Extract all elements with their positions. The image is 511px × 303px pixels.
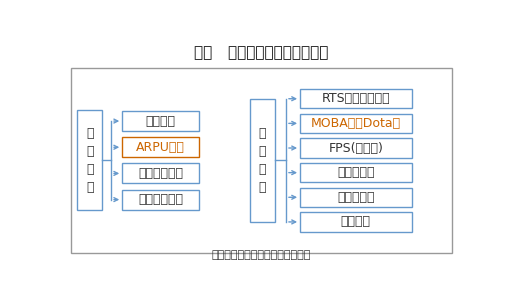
Text: 图表   电子竞技定义及主要类型: 图表 电子竞技定义及主要类型 <box>194 45 329 61</box>
Bar <box>122 111 199 131</box>
Bar <box>300 188 412 207</box>
Bar <box>300 138 412 158</box>
Bar <box>300 114 412 133</box>
Text: 体育竞技类: 体育竞技类 <box>337 191 375 204</box>
Text: 赢家通吃: 赢家通吃 <box>146 115 176 128</box>
Bar <box>300 212 412 231</box>
Text: 媒体关注度高: 媒体关注度高 <box>138 193 183 206</box>
Text: 玩家基础广泛: 玩家基础广泛 <box>138 167 183 180</box>
Text: 资料来源：中投顾问产业研究中心: 资料来源：中投顾问产业研究中心 <box>212 251 311 261</box>
Bar <box>72 68 452 253</box>
Text: RTS（即时战略）: RTS（即时战略） <box>321 92 390 105</box>
Text: ARPU值低: ARPU值低 <box>136 141 185 154</box>
Text: 主
要
特
征: 主 要 特 征 <box>86 127 94 194</box>
Text: 其他类型: 其他类型 <box>341 215 371 228</box>
Bar <box>122 190 199 210</box>
Bar <box>250 99 274 222</box>
Bar <box>122 137 199 157</box>
Text: 网游竞技类: 网游竞技类 <box>337 166 375 179</box>
Bar <box>300 89 412 108</box>
Text: FPS(射击类): FPS(射击类) <box>329 142 383 155</box>
Text: 主
要
类
型: 主 要 类 型 <box>259 127 266 194</box>
Text: MOBA（类Dota）: MOBA（类Dota） <box>311 117 401 130</box>
Bar <box>300 163 412 182</box>
Bar <box>122 163 199 183</box>
Bar <box>78 110 102 210</box>
